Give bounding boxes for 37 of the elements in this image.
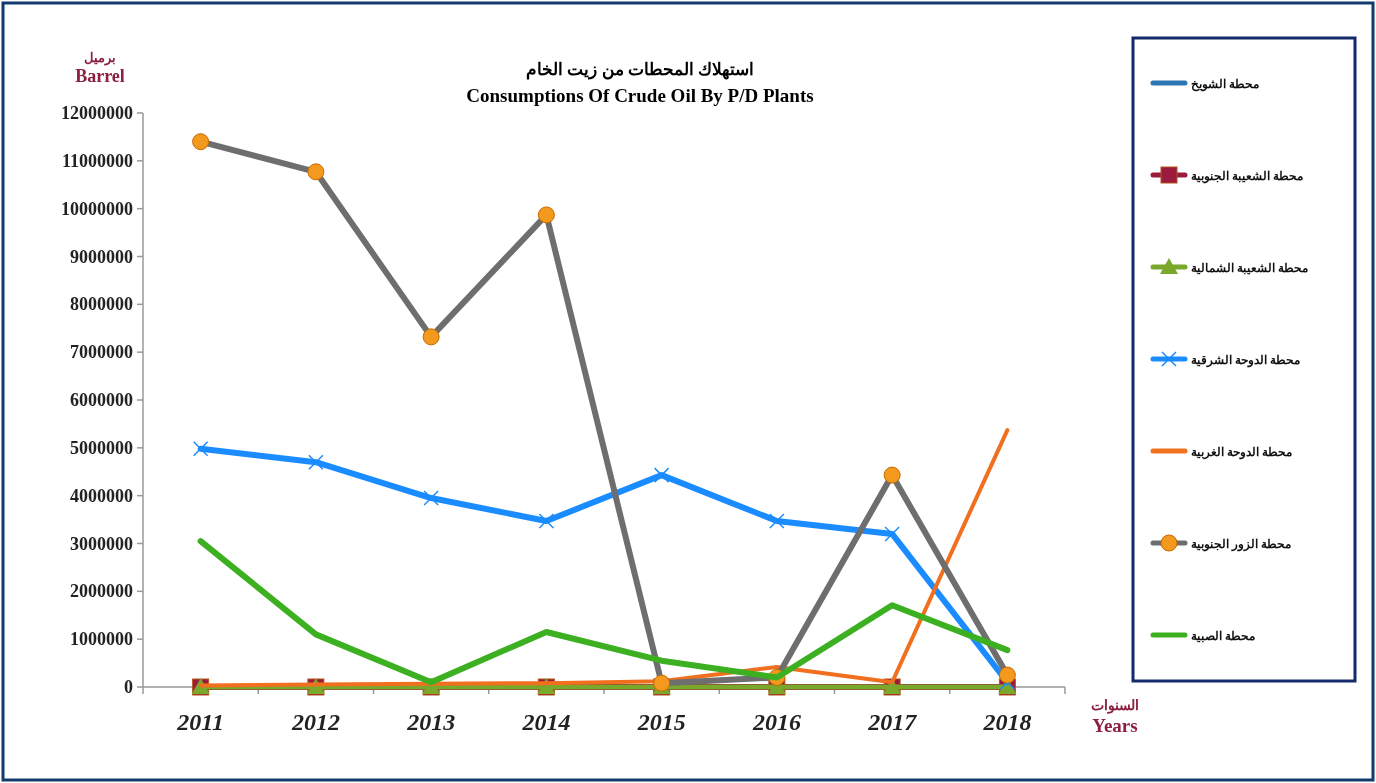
- y-tick-label: 3000000: [70, 533, 133, 554]
- x-tick-label: 2011: [176, 709, 224, 735]
- y-tick-label: 8000000: [70, 294, 133, 315]
- y-tick-label: 2000000: [70, 581, 133, 602]
- y-tick-label: 9000000: [70, 246, 133, 267]
- point: [308, 454, 324, 470]
- legend-label: محطة الشعيبة الجنوبية: [1191, 169, 1303, 184]
- y-tick-label: 11000000: [61, 150, 133, 171]
- x-tick-label: 2012: [290, 709, 340, 735]
- x-tick-label: 2013: [406, 709, 456, 735]
- point: [538, 513, 555, 529]
- legend-label: محطة الدوحة الغربية: [1191, 445, 1292, 460]
- legend-label: محطة الزور الجنوبية: [1191, 537, 1291, 552]
- point: [653, 467, 670, 483]
- x-tick-label: 2015: [636, 709, 686, 735]
- y-tick-label: 12000000: [61, 103, 133, 123]
- chart-subtitle: Consumptions Of Crude Oil By P/D Plants: [466, 85, 814, 106]
- x-tick-label: 2017: [867, 709, 918, 735]
- x-tick-label: 2014: [521, 709, 571, 735]
- y-tick-label: 0: [124, 677, 133, 697]
- y-tick-label: 7000000: [70, 342, 133, 363]
- y-tick-label: 6000000: [70, 390, 133, 410]
- legend-label: محطة الدوحة الشرقية: [1191, 353, 1300, 368]
- point: [192, 441, 209, 457]
- y-tick-label: 10000000: [61, 198, 133, 219]
- point: [423, 490, 439, 506]
- point: [769, 513, 785, 529]
- y-tick-label: 1000000: [70, 629, 133, 650]
- legend-label: محطة الشعيبة الشمالية: [1191, 261, 1308, 275]
- x-tick-label: 2018: [982, 709, 1032, 735]
- chart-title: استهلاك المحطات من زيت الخام: [526, 60, 754, 80]
- y-tick-label: 4000000: [70, 485, 133, 506]
- legend-label: محطة الصبية: [1191, 629, 1255, 643]
- point: [884, 526, 900, 542]
- legend-label: محطة الشويخ: [1191, 77, 1259, 92]
- x-tick-label: 2016: [751, 709, 801, 735]
- y-tick-label: 5000000: [70, 437, 133, 458]
